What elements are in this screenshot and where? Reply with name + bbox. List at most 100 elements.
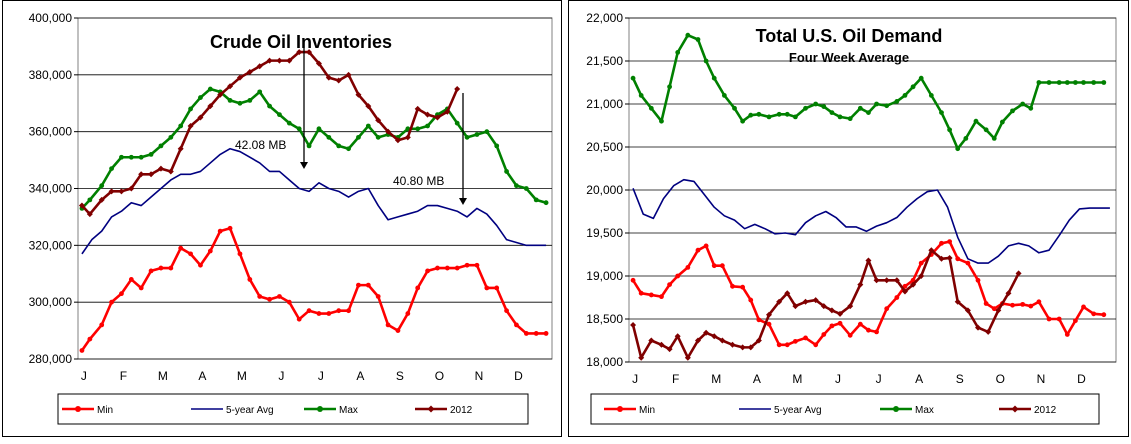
data-point [178,245,184,251]
data-point [316,311,322,316]
data-point [1046,80,1052,85]
x-tick-label: O [996,372,1005,386]
data-point [792,114,798,120]
data-point [847,332,853,338]
data-point [894,99,900,104]
data-point [784,290,791,297]
data-point [857,321,863,327]
data-point [938,255,945,262]
data-point [167,168,174,175]
data-point [695,247,701,253]
data-point [812,297,819,304]
data-point [703,329,710,336]
data-point [821,332,827,337]
y-tick-label: 21,500 [586,54,623,68]
data-point [138,285,144,291]
x-tick-label: A [753,372,761,386]
data-point [1056,80,1062,85]
y-tick-label: 360,000 [29,125,73,139]
data-point [247,277,253,282]
data-point [829,323,835,329]
data-point [326,134,332,140]
data-point [857,281,864,288]
data-point [630,277,636,283]
data-point [740,284,746,290]
data-point [995,307,1002,314]
annotation-arrowhead [459,198,467,205]
data-point [955,146,961,152]
data-point [659,294,664,300]
data-point [118,188,125,195]
data-point [306,143,312,149]
data-point [346,146,351,152]
data-point [414,105,421,112]
data-point [747,344,754,351]
data-point [286,120,292,126]
data-point [776,111,782,117]
data-point [543,331,549,336]
data-point [315,60,322,67]
data-point [902,93,908,98]
data-point [658,341,665,348]
data-point [454,120,460,126]
data-point [345,71,352,78]
data-point [207,248,213,254]
data-point [434,114,441,121]
data-point [444,108,451,115]
data-point [128,154,134,160]
data-point [217,228,223,234]
data-point [711,75,717,81]
data-point [1010,302,1015,308]
data-point [98,196,105,203]
data-point [964,307,971,314]
y-tick-label: 280,000 [29,352,73,366]
data-point [158,143,164,149]
data-point [276,57,283,64]
data-point [494,285,500,291]
data-point [514,322,519,328]
data-point [1073,318,1078,324]
data-point [901,288,908,295]
data-point [963,136,969,141]
data-point [874,329,879,335]
data-point [695,37,701,42]
data-point [813,342,819,348]
series-line-5-year-avg [632,178,1110,264]
data-point [756,317,762,323]
data-point [739,344,746,351]
chart-title: Crude Oil Inventories [210,32,392,52]
data-point [821,104,827,109]
data-point [883,277,890,284]
y-tick-label: 18,500 [586,312,623,326]
data-point [939,110,944,115]
data-point [902,283,908,289]
data-point [128,185,135,192]
legend-marker [617,406,623,412]
data-point [1101,80,1107,85]
data-point [178,123,184,129]
data-point [828,307,835,314]
data-point [756,111,762,117]
data-point [1036,299,1042,305]
data-point [1091,80,1097,85]
data-point [375,117,382,124]
annotation-arrowhead [300,162,308,169]
data-point [246,68,253,75]
data-point [227,225,233,231]
data-point [266,57,273,64]
data-point [336,143,342,149]
data-point [1015,270,1022,277]
data-point [1091,311,1097,317]
data-point [533,331,539,336]
data-point [918,273,925,279]
data-point [766,114,772,120]
y-tick-label: 19,500 [586,226,623,240]
x-tick-label: J [835,372,841,386]
data-point [444,265,450,271]
data-point [784,342,790,348]
data-point [257,89,263,95]
data-point [158,265,164,271]
data-point [227,83,234,90]
data-point [954,298,961,305]
data-point [947,127,953,133]
